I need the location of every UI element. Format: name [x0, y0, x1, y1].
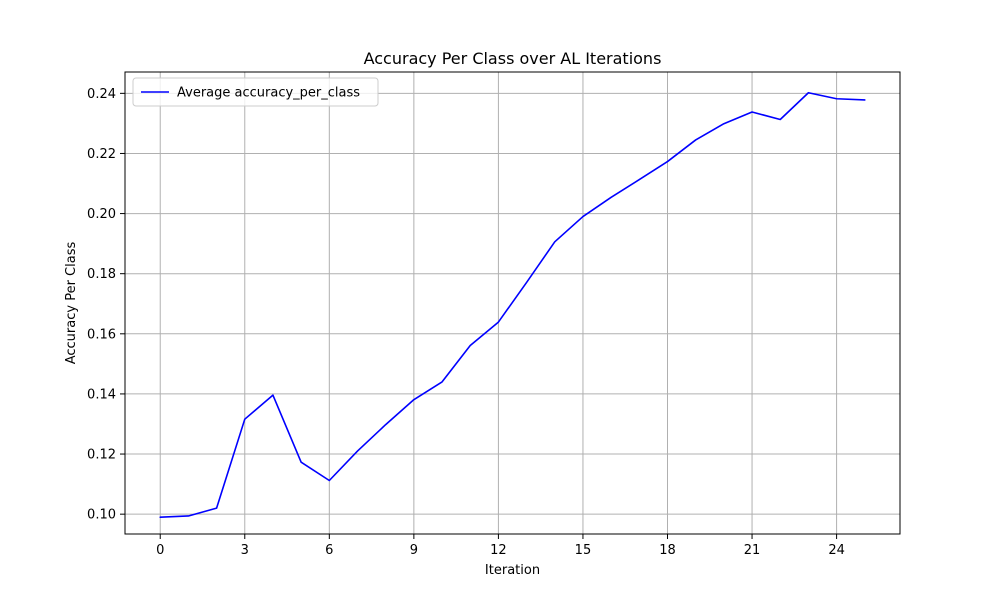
y-tick-label: 0.10 — [87, 508, 116, 523]
y-tick-label: 0.12 — [87, 448, 116, 463]
x-axis-label: Iteration — [485, 563, 540, 578]
chart-title: Accuracy Per Class over AL Iterations — [364, 49, 662, 68]
y-axis-label: Accuracy Per Class — [64, 242, 79, 365]
x-tick-label: 0 — [156, 543, 164, 558]
legend-entry-label: Average accuracy_per_class — [177, 86, 360, 101]
x-tick-label: 24 — [828, 543, 845, 558]
x-tick-label: 21 — [744, 543, 761, 558]
y-tick-label: 0.22 — [87, 147, 116, 162]
y-tick-label: 0.24 — [87, 87, 116, 102]
y-tick-label: 0.14 — [87, 387, 116, 402]
x-tick-label: 3 — [241, 543, 249, 558]
y-tick-label: 0.18 — [87, 267, 116, 282]
y-tick-label: 0.20 — [87, 207, 116, 222]
y-tick-label: 0.16 — [87, 327, 116, 342]
x-tick-label: 18 — [659, 543, 676, 558]
x-tick-label: 12 — [490, 543, 507, 558]
x-tick-label: 15 — [575, 543, 592, 558]
legend: Average accuracy_per_class — [133, 78, 378, 106]
x-tick-label: 9 — [410, 543, 418, 558]
x-tick-label: 6 — [325, 543, 333, 558]
